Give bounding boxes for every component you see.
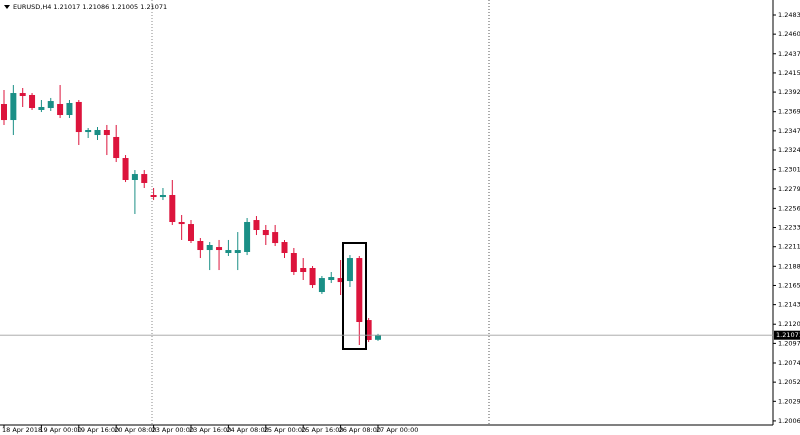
x-tick-label: 25 Apr 16:00 <box>301 426 343 434</box>
candle-body <box>169 194 176 222</box>
candle-body <box>328 277 335 281</box>
candle-body <box>346 258 353 282</box>
candle-body <box>19 93 26 97</box>
x-tick-label: 27 Apr 00:00 <box>376 426 418 434</box>
candle-body <box>234 250 241 254</box>
plot-area <box>1 85 381 346</box>
y-tick-label: 1.21880 <box>778 262 800 270</box>
y-tick-label: 1.22110 <box>778 243 800 251</box>
y-tick-label: 1.24150 <box>778 69 800 77</box>
y-tick-label: 1.23015 <box>778 166 800 174</box>
y-tick-label: 1.23695 <box>778 108 800 116</box>
y-tick-label: 1.21430 <box>778 301 800 309</box>
y-tick-label: 1.20975 <box>778 339 800 347</box>
x-tick-label: 25 Apr 00:00 <box>264 426 306 434</box>
candle-body <box>47 101 54 109</box>
last-price-tag <box>774 330 800 340</box>
x-tick-label: 18 Apr 2018 <box>2 426 42 434</box>
x-tick-label: 19 Apr 00:00 <box>39 426 81 434</box>
candle-body <box>318 278 325 293</box>
x-tick-label: 19 Apr 16:00 <box>77 426 119 434</box>
candle-body <box>178 221 185 225</box>
candle-body <box>216 247 223 251</box>
candle-body <box>272 232 279 244</box>
candle-body <box>103 129 110 136</box>
y-tick-label: 1.20745 <box>778 359 800 367</box>
candle-body <box>356 258 363 323</box>
candle-body <box>1 104 7 121</box>
x-tick-label: 23 Apr 00:00 <box>152 426 194 434</box>
candle-body <box>290 253 297 273</box>
candle-body <box>375 335 381 340</box>
candle-body <box>66 102 73 116</box>
candle-body <box>113 136 120 159</box>
x-tick-label: 24 Apr 08:00 <box>226 426 268 434</box>
y-tick-label: 1.22335 <box>778 224 800 232</box>
candle-body <box>262 230 269 236</box>
x-tick-label: 20 Apr 08:00 <box>114 426 156 434</box>
candle-body <box>150 194 157 198</box>
y-tick-label: 1.21200 <box>778 320 800 328</box>
y-tick-label: 1.20065 <box>778 417 800 425</box>
y-tick-label: 1.22790 <box>778 185 800 193</box>
y-tick-label: 1.21655 <box>778 281 800 289</box>
candle-body <box>57 104 64 116</box>
candle-body <box>29 94 36 109</box>
y-tick-label: 1.22560 <box>778 204 800 212</box>
last-price-label: 1.21071 <box>776 331 800 339</box>
candle-body <box>365 320 372 340</box>
menu-triangle[interactable] <box>4 5 10 9</box>
y-tick-label: 1.23925 <box>778 88 800 96</box>
candle-body <box>38 106 45 110</box>
candle-body <box>188 224 194 241</box>
y-tick-label: 1.24830 <box>778 11 800 19</box>
y-tick-label: 1.23245 <box>778 146 800 154</box>
candle-body <box>337 278 344 283</box>
y-tick-label: 1.24605 <box>778 30 800 38</box>
candle-body <box>159 194 166 198</box>
candle-body <box>85 129 92 133</box>
candle-body <box>300 267 307 273</box>
chart-title: EURUSD,H4 1.21017 1.21086 1.21005 1.2107… <box>13 3 167 11</box>
candle-body <box>206 244 213 251</box>
candle-body <box>141 174 148 183</box>
x-tick-label: 26 Apr 08:00 <box>339 426 381 434</box>
candle-body <box>309 267 316 286</box>
y-tick-label: 1.23470 <box>778 127 800 135</box>
candle-body <box>225 250 232 254</box>
y-tick-label: 1.20295 <box>778 397 800 405</box>
candle-body <box>131 174 138 181</box>
candle-body <box>10 93 17 121</box>
y-tick-label: 1.20520 <box>778 378 800 386</box>
candle-body <box>197 240 204 251</box>
candle-body <box>75 101 82 133</box>
candle-body <box>122 158 129 181</box>
candle-body <box>253 220 260 231</box>
candle-body <box>244 221 251 252</box>
x-tick-label: 23 Apr 16:00 <box>189 426 231 434</box>
candle-body <box>281 242 288 254</box>
candle-body <box>94 129 101 136</box>
highlight-box <box>342 242 367 350</box>
y-tick-label: 1.24375 <box>778 50 800 58</box>
